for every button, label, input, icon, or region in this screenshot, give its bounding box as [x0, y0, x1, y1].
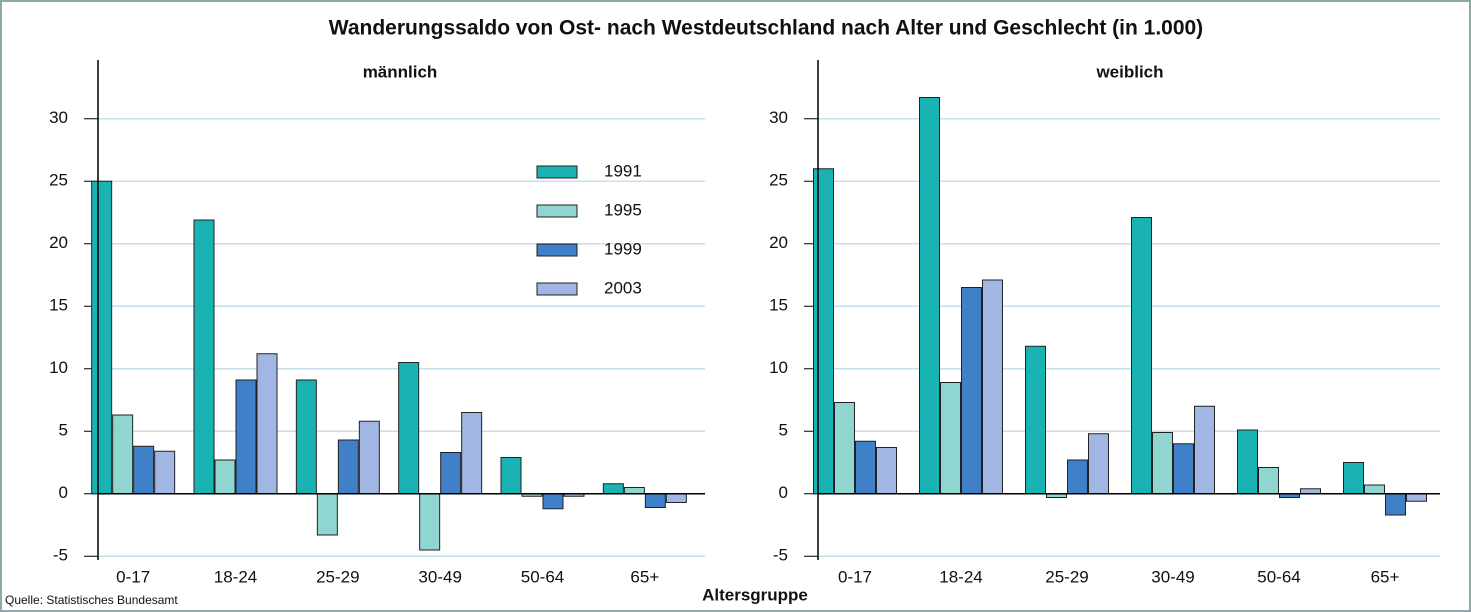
- x-tick-label: 18-24: [214, 567, 257, 586]
- bar: [419, 493, 441, 551]
- title: Wanderungssaldo von Ost- nach Westdeutsc…: [329, 17, 1203, 40]
- bar: [644, 493, 666, 508]
- x-tick-label: 0-17: [116, 567, 150, 586]
- bar: [1173, 443, 1194, 495]
- bar: [919, 97, 940, 495]
- bar: [876, 447, 897, 495]
- y-tick-label: 0: [59, 483, 68, 502]
- bar: [1364, 484, 1385, 495]
- legend-label: 1999: [604, 239, 642, 258]
- y-tick-label: 5: [779, 421, 788, 440]
- bar: [358, 420, 380, 495]
- x-tick-label: 65+: [1371, 567, 1400, 586]
- bar: [813, 168, 834, 495]
- bar: [235, 379, 257, 495]
- y-tick-label: 5: [59, 421, 68, 440]
- legend-swatch: [536, 204, 578, 218]
- x-tick-label: 65+: [630, 567, 659, 586]
- bar: [500, 457, 522, 495]
- y-tick-label: 10: [769, 358, 788, 377]
- legend-swatch: [536, 165, 578, 179]
- legend-label: 2003: [604, 278, 642, 297]
- bar: [1152, 432, 1173, 495]
- bar: [91, 180, 113, 495]
- legend-swatch: [536, 282, 578, 296]
- legend-label: 1995: [604, 200, 642, 219]
- bar: [440, 452, 462, 495]
- legend-swatch: [536, 243, 578, 257]
- x-tick-label: 25-29: [1045, 567, 1088, 586]
- x-axis-label: Altersgruppe: [702, 585, 808, 604]
- bar: [542, 493, 564, 510]
- y-tick-label: 30: [49, 108, 68, 127]
- y-tick-label: 20: [769, 233, 788, 252]
- bar: [623, 487, 645, 495]
- y-tick-label: 10: [49, 358, 68, 377]
- bar: [193, 219, 215, 495]
- bar: [337, 439, 359, 495]
- bar: [256, 353, 278, 495]
- y-tick-label: 0: [779, 483, 788, 502]
- y-tick-label: -5: [773, 546, 788, 565]
- bar: [133, 445, 155, 495]
- y-tick-label: -5: [53, 546, 68, 565]
- bar: [1194, 405, 1215, 495]
- bar: [214, 459, 236, 495]
- y-tick-label: 15: [769, 296, 788, 315]
- x-tick-label: 25-29: [316, 567, 359, 586]
- bar: [940, 382, 961, 495]
- bar: [1343, 462, 1364, 495]
- bar: [1131, 217, 1152, 495]
- bar: [295, 379, 317, 495]
- x-tick-label: 0-17: [838, 567, 872, 586]
- x-tick-label: 30-49: [418, 567, 461, 586]
- y-tick-label: 20: [49, 233, 68, 252]
- bar: [1088, 433, 1109, 495]
- bar: [834, 402, 855, 495]
- bar: [1258, 467, 1279, 495]
- bar: [602, 483, 624, 495]
- subtitle: männlich: [363, 62, 438, 81]
- x-tick-label: 30-49: [1151, 567, 1194, 586]
- bar: [461, 412, 483, 495]
- bar: [1025, 345, 1046, 495]
- y-tick-label: 15: [49, 296, 68, 315]
- source: Quelle: Statistisches Bundesamt: [5, 593, 178, 607]
- bar: [1067, 459, 1088, 495]
- bar: [316, 493, 338, 536]
- bar: [112, 414, 134, 495]
- bar: [665, 493, 687, 503]
- bar: [1406, 493, 1427, 502]
- bar: [982, 279, 1003, 495]
- bar: [855, 440, 876, 495]
- y-tick-label: 30: [769, 108, 788, 127]
- bar: [1385, 493, 1406, 516]
- bar: [154, 450, 176, 495]
- x-tick-label: 18-24: [939, 567, 982, 586]
- y-tick-label: 25: [769, 171, 788, 190]
- subtitle: weiblich: [1095, 62, 1163, 81]
- bar: [398, 362, 420, 495]
- y-tick-label: 25: [49, 171, 68, 190]
- x-tick-label: 50-64: [521, 567, 564, 586]
- bar: [1237, 429, 1258, 495]
- x-tick-label: 50-64: [1257, 567, 1300, 586]
- bar: [961, 287, 982, 495]
- legend-label: 1991: [604, 161, 642, 180]
